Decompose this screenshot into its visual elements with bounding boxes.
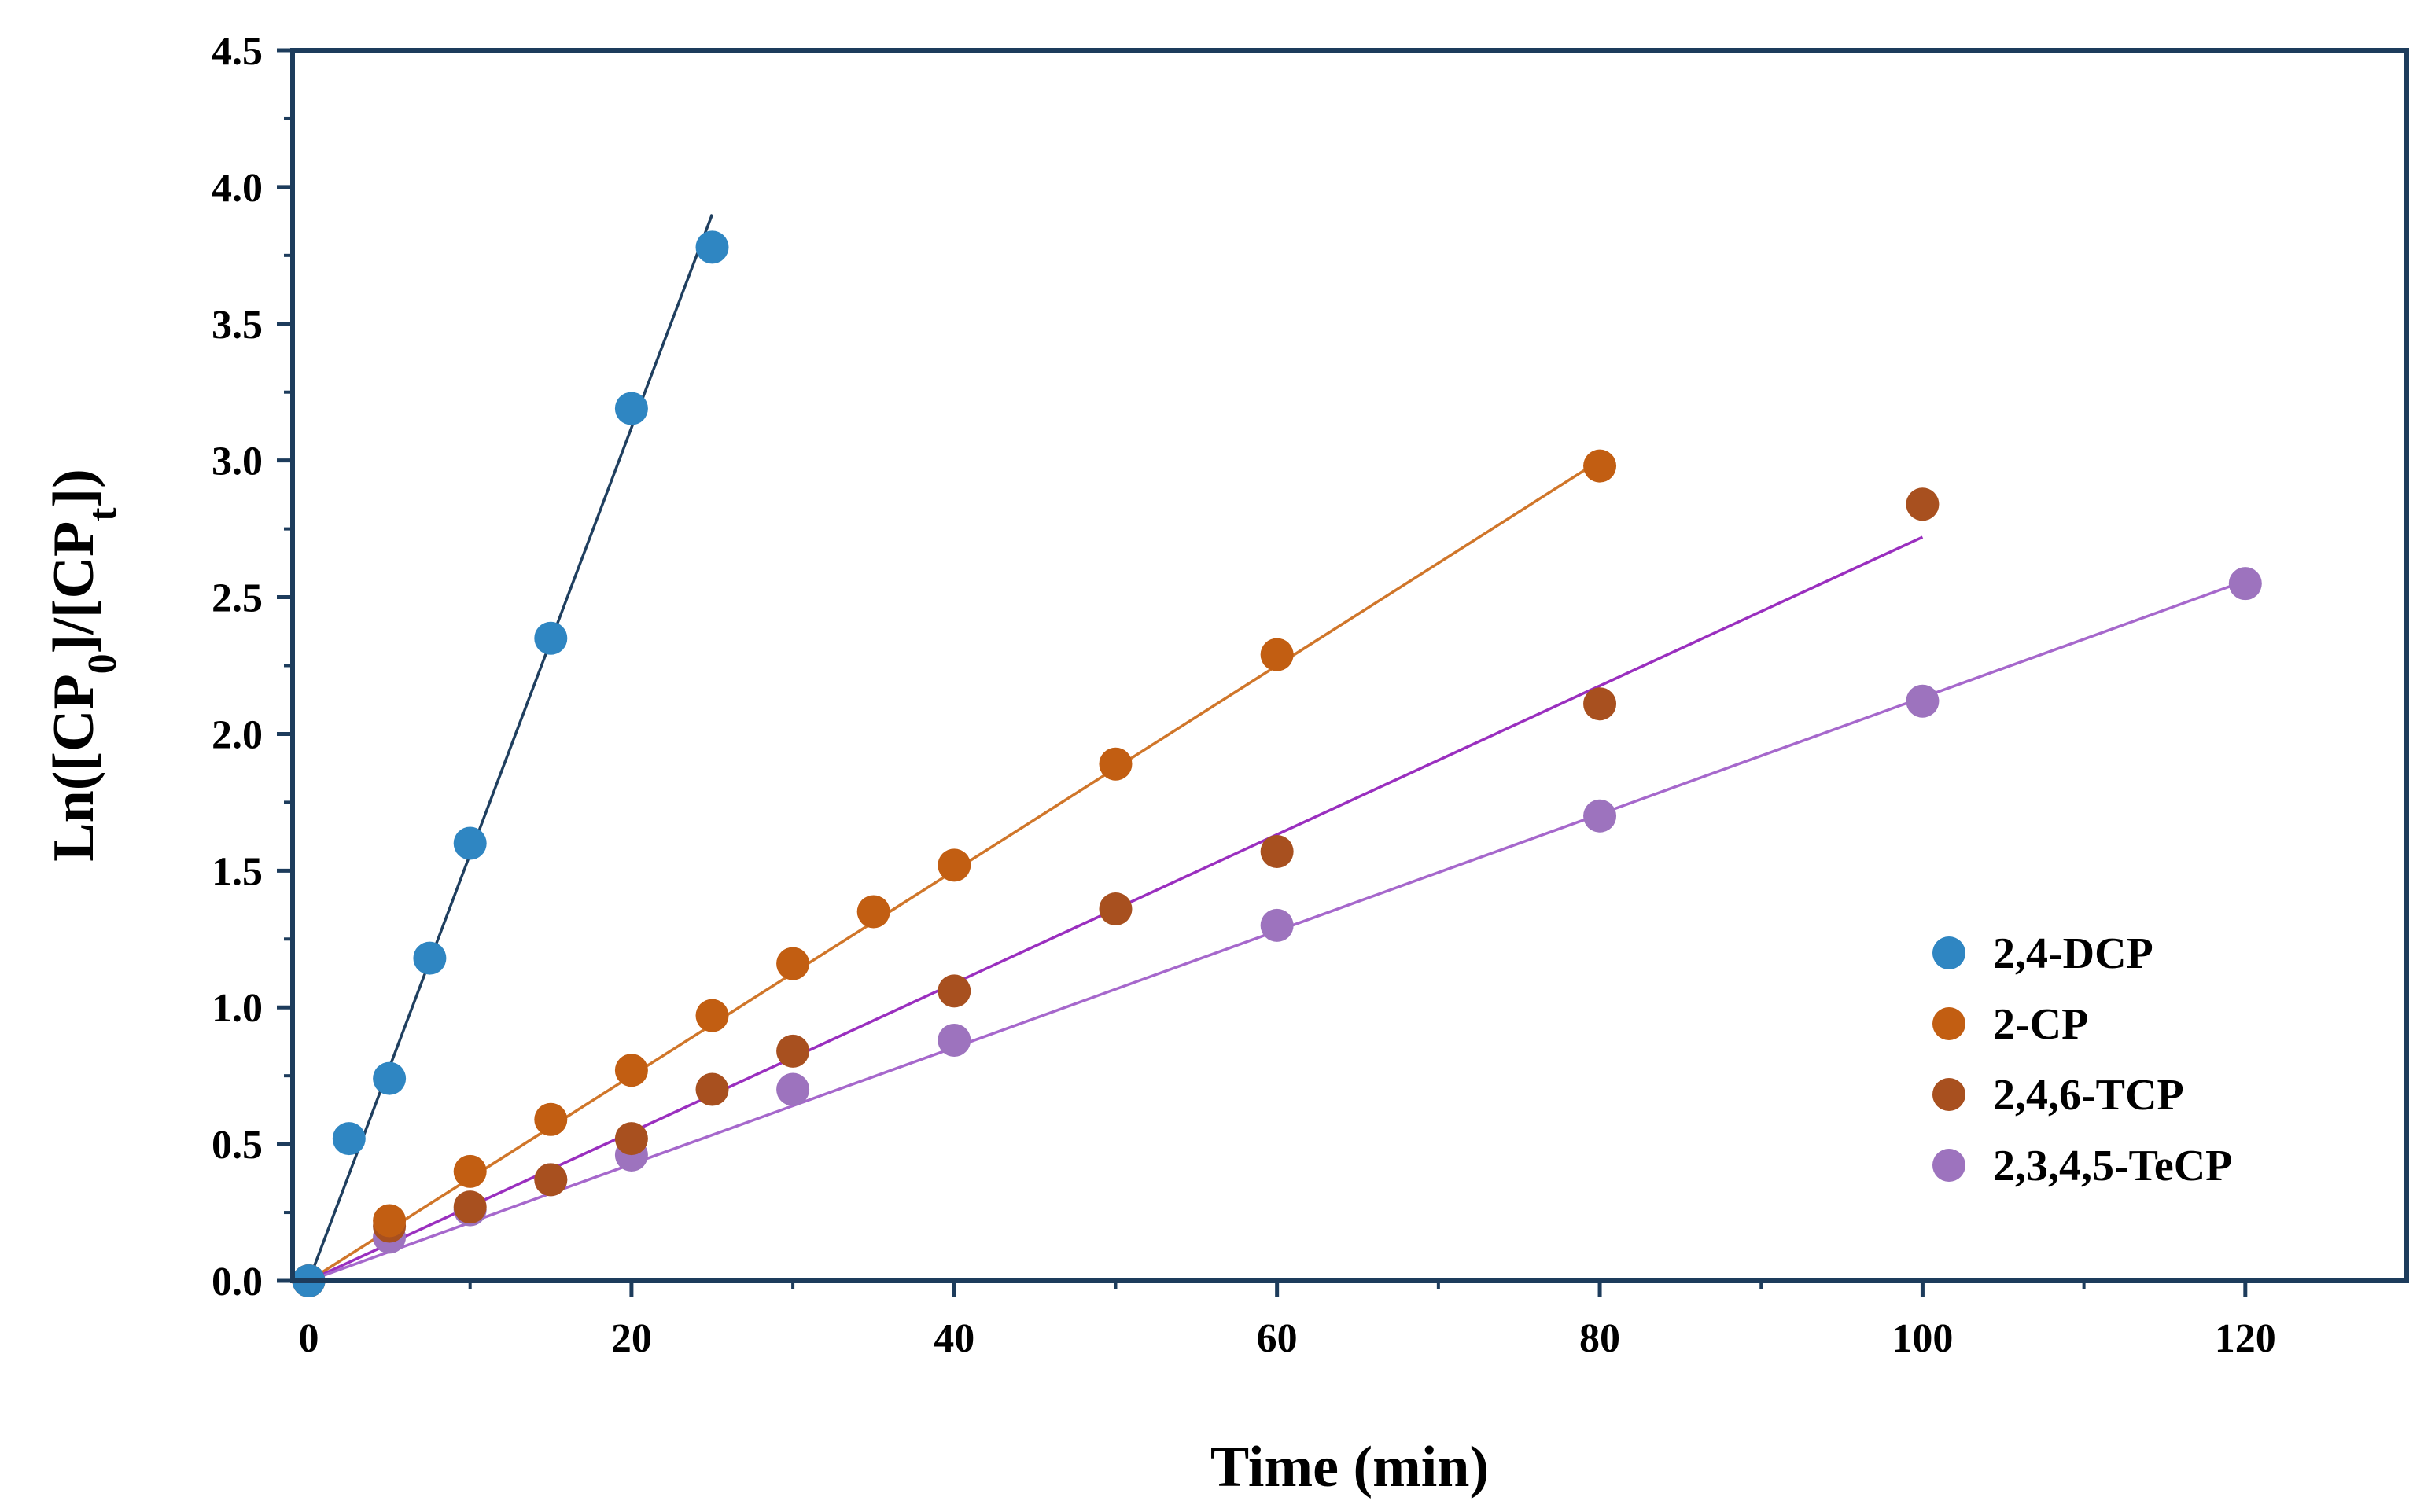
y-tick-label: 0.5 [212, 1123, 263, 1168]
x-tick-label: 100 [1892, 1316, 1953, 1361]
data-point-series-2 [1260, 638, 1294, 671]
data-point-series-3 [614, 1122, 648, 1156]
data-point-series-4 [2228, 567, 2262, 601]
data-point-series-3 [776, 1034, 810, 1068]
x-tick-label: 80 [1579, 1316, 1620, 1361]
data-point-series-2 [695, 999, 729, 1032]
plot-frame [290, 48, 2409, 1283]
legend: 2,4-DCP 2-CP 2,4,6-TCP 2,3,4,5-TeCP [1932, 929, 2232, 1190]
x-tick-label: 60 [1257, 1316, 1298, 1361]
data-point-series-3 [1906, 487, 1940, 521]
y-tick-label: 4.5 [212, 29, 263, 74]
data-point-series-2 [856, 895, 890, 929]
legend-label: 2-CP [1993, 1000, 2088, 1049]
data-point-series-2 [776, 947, 810, 980]
data-point-series-4 [1906, 684, 1940, 718]
y-axis-title: Ln([CP0]/[CPt]) [42, 469, 125, 862]
y-axis-title-sub-0: 0 [80, 653, 125, 674]
data-point-series-3 [1260, 834, 1294, 868]
data-point-series-3 [1099, 892, 1133, 926]
data-point-series-3 [938, 974, 971, 1008]
fit-lines-layer [307, 214, 2246, 1282]
data-point-series-2 [534, 1102, 568, 1136]
data-point-series-2 [1099, 747, 1133, 781]
y-tick-label: 3.5 [212, 303, 263, 348]
data-points-layer [292, 230, 2262, 1297]
data-point-series-2 [614, 1054, 648, 1087]
y-tick-label: 2.0 [212, 712, 263, 757]
data-point-series-1 [453, 826, 487, 860]
x-axis-title: Time (min) [1210, 1435, 1489, 1499]
data-point-series-2 [373, 1204, 407, 1238]
data-point-series-1 [332, 1122, 366, 1156]
data-point-series-2 [1583, 449, 1617, 483]
legend-marker [1932, 1007, 1965, 1040]
data-point-series-1 [413, 941, 447, 975]
y-tick-label: 0.0 [212, 1260, 263, 1304]
data-point-series-4 [776, 1072, 810, 1106]
data-point-series-4 [1583, 799, 1617, 833]
data-point-series-1 [373, 1061, 407, 1095]
y-tick-label: 1.5 [212, 849, 263, 894]
data-point-series-3 [534, 1163, 568, 1197]
x-tick-label: 20 [611, 1316, 652, 1361]
y-axis-title-part-2: ]/[CP [42, 521, 106, 654]
y-tick-label: 2.5 [212, 576, 263, 621]
y-axis-title-part-3: ]) [42, 469, 106, 507]
data-point-series-4 [938, 1023, 971, 1057]
legend-label: 2,4-DCP [1993, 929, 2153, 978]
data-point-series-3 [695, 1072, 729, 1106]
data-point-series-1 [695, 230, 729, 264]
data-point-series-3 [1583, 687, 1617, 721]
fit-line-series-1 [307, 214, 714, 1282]
y-tick-label: 3.0 [212, 440, 263, 484]
legend-marker [1932, 1149, 1965, 1182]
legend-marker [1932, 936, 1965, 969]
x-tick-label: 120 [2215, 1316, 2276, 1361]
legend-label: 2,3,4,5-TeCP [1993, 1142, 2232, 1190]
legend-label: 2,4,6-TCP [1993, 1071, 2184, 1120]
data-point-series-3 [453, 1190, 487, 1224]
x-tick-label: 40 [934, 1316, 974, 1361]
data-point-series-1 [614, 392, 648, 425]
data-point-series-4 [1260, 908, 1294, 942]
y-axis-title-part-1: Ln([CP [42, 674, 106, 861]
x-tick-labels: 0 20 40 60 80 100 120 [299, 1316, 2276, 1361]
x-tick-label: 0 [299, 1316, 319, 1361]
data-point-series-2 [938, 848, 971, 882]
y-tick-label: 1.0 [212, 986, 263, 1031]
y-axis-title-sub-t: t [80, 507, 125, 521]
data-point-series-1 [534, 621, 568, 655]
data-point-series-2 [453, 1154, 487, 1188]
y-tick-label: 4.0 [212, 166, 263, 211]
y-tick-labels: 0.0 0.5 1.0 1.5 2.0 2.5 3.0 3.5 4.0 4.5 [212, 29, 263, 1304]
legend-marker [1932, 1078, 1965, 1111]
